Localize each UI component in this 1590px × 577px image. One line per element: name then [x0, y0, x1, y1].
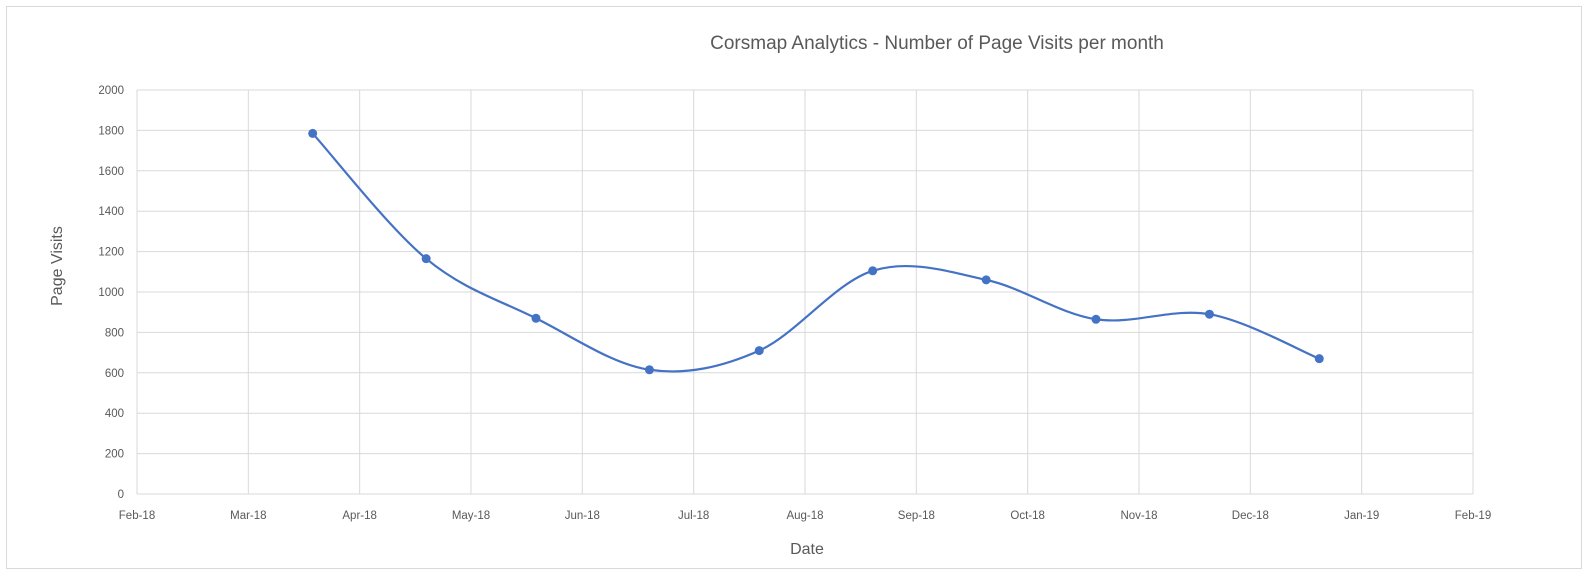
x-tick-label: Nov-18: [1120, 510, 1157, 522]
y-axis-ticks: 0 200 400 600 800 1000 1200 1400 1600 1800 2000: [98, 85, 124, 501]
y-tick-label: 1200: [98, 247, 124, 259]
y-tick-label: 1000: [98, 287, 124, 299]
x-tick-label: Sep-18: [898, 510, 935, 522]
data-point: [1091, 314, 1101, 324]
x-tick-label: Apr-18: [342, 510, 377, 522]
x-tick-label: Dec-18: [1232, 510, 1269, 522]
data-point: [868, 266, 878, 276]
y-tick-label: 800: [105, 327, 124, 339]
data-point: [1204, 309, 1214, 319]
data-point: [308, 128, 318, 138]
y-tick-label: 2000: [98, 85, 124, 97]
y-tick-label: 1400: [98, 206, 124, 218]
y-tick-label: 0: [118, 489, 124, 501]
x-tick-label: May-18: [452, 510, 490, 522]
chart-frame: [6, 6, 1582, 569]
x-tick-label: Jan-19: [1344, 510, 1379, 522]
chart-title: Corsmap Analytics - Number of Page Visit…: [710, 33, 1164, 54]
data-point: [754, 346, 764, 356]
x-tick-label: Mar-18: [230, 510, 266, 522]
data-point: [531, 313, 541, 323]
series-line: [311, 132, 1320, 373]
x-axis-title: Date: [790, 541, 824, 558]
data-point: [421, 254, 431, 264]
x-tick-label: Feb-18: [119, 510, 155, 522]
x-tick-label: Feb-19: [1455, 510, 1491, 522]
x-tick-label: Oct-18: [1010, 510, 1045, 522]
y-tick-label: 1600: [98, 166, 124, 178]
x-tick-label: Aug-18: [786, 510, 823, 522]
y-tick-label: 1800: [98, 125, 124, 137]
y-tick-label: 400: [105, 408, 124, 420]
series-group: [308, 128, 1324, 375]
y-tick-label: 200: [105, 449, 124, 461]
data-point: [981, 275, 991, 285]
x-axis-ticks: Feb-18 Mar-18 Apr-18 May-18 Jun-18 Jul-18 Aug-…: [119, 510, 1491, 522]
y-axis-title: Page Visits: [49, 226, 66, 306]
y-tick-label: 600: [105, 368, 124, 380]
data-point: [644, 365, 654, 375]
data-point: [1314, 354, 1324, 364]
x-tick-label: Jun-18: [565, 510, 600, 522]
grid: [136, 89, 1474, 495]
x-tick-label: Jul-18: [678, 510, 709, 522]
